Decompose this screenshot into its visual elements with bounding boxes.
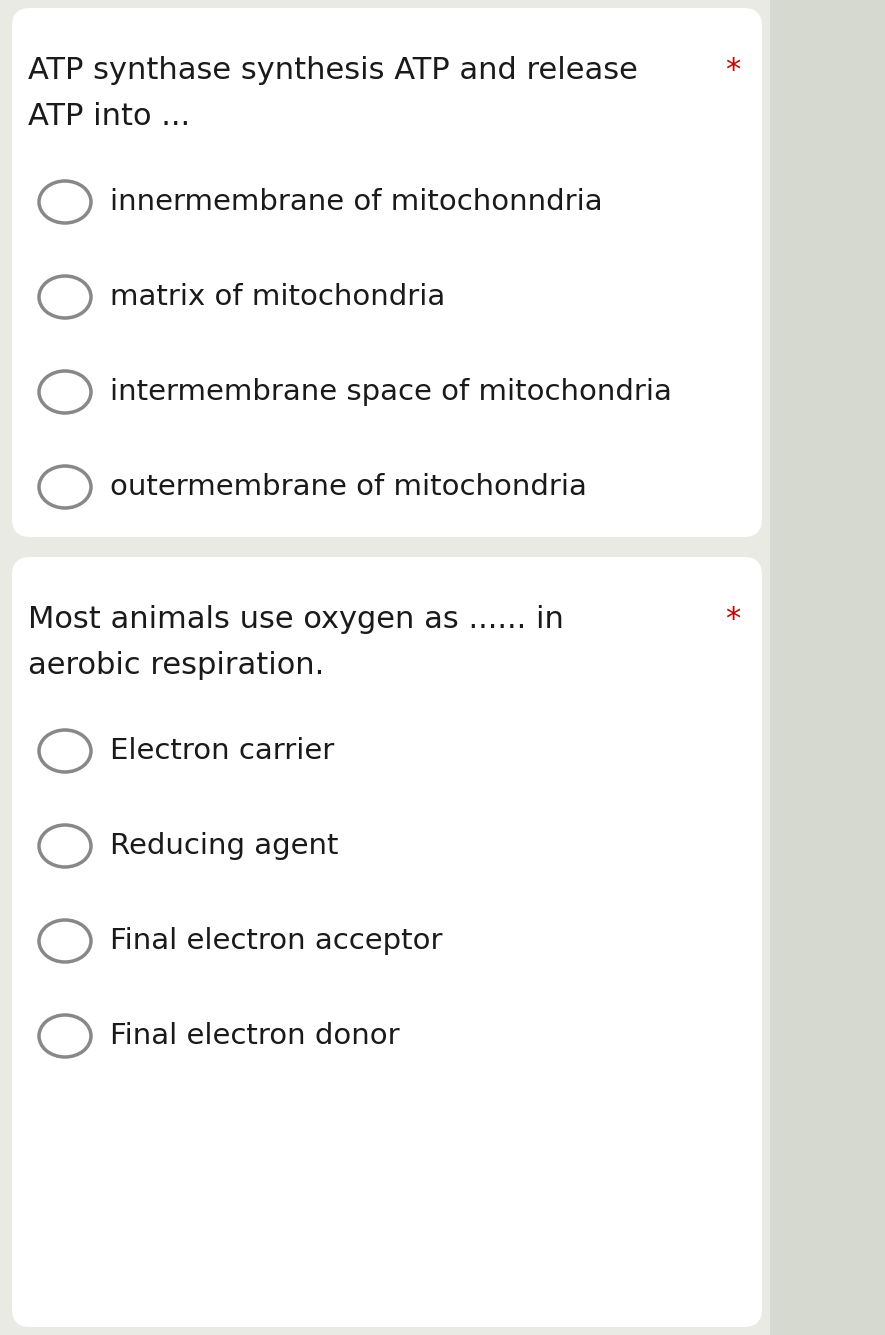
Text: ATP into ...: ATP into ... — [28, 101, 190, 131]
FancyBboxPatch shape — [12, 557, 762, 1327]
Text: Reducing agent: Reducing agent — [110, 832, 338, 860]
Text: Final electron donor: Final electron donor — [110, 1023, 400, 1051]
Text: Final electron acceptor: Final electron acceptor — [110, 926, 442, 955]
Text: *: * — [725, 56, 740, 85]
Text: intermembrane space of mitochondria: intermembrane space of mitochondria — [110, 378, 672, 406]
Text: *: * — [725, 605, 740, 634]
Text: innermembrane of mitochonndria: innermembrane of mitochonndria — [110, 188, 603, 216]
Text: outermembrane of mitochondria: outermembrane of mitochondria — [110, 473, 587, 501]
FancyBboxPatch shape — [770, 0, 885, 1335]
Text: Most animals use oxygen as ...... in: Most animals use oxygen as ...... in — [28, 605, 564, 634]
Text: aerobic respiration.: aerobic respiration. — [28, 651, 324, 680]
Text: matrix of mitochondria: matrix of mitochondria — [110, 283, 445, 311]
Text: Electron carrier: Electron carrier — [110, 737, 335, 765]
Text: ATP synthase synthesis ATP and release: ATP synthase synthesis ATP and release — [28, 56, 638, 85]
FancyBboxPatch shape — [12, 8, 762, 537]
